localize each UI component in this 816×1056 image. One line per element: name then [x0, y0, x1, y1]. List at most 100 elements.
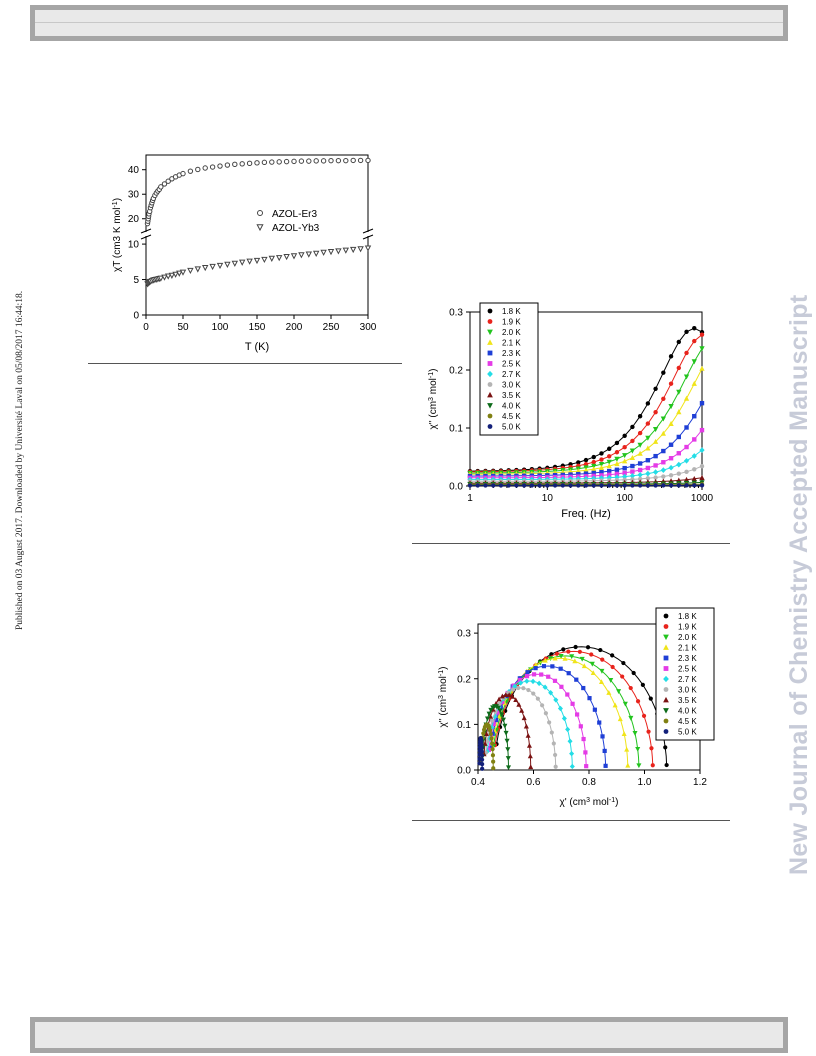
data-point-25K: [661, 460, 666, 465]
y-axis-label: χ'' (cm3 mol-1): [428, 369, 440, 430]
data-point-18K: [561, 647, 566, 652]
data-point-45K: [491, 759, 496, 764]
data-point-18K: [653, 386, 658, 391]
data-point-30K: [699, 463, 705, 469]
data-point-30K: [553, 764, 558, 769]
yb3-point: [357, 246, 364, 253]
data-point-30K: [521, 686, 526, 691]
legend-label: 2.7 K: [502, 370, 521, 379]
data-point-35K: [699, 474, 705, 480]
legend-marker: [487, 329, 493, 336]
x-tick-label: 100: [616, 493, 633, 504]
data-point-20K: [660, 416, 666, 422]
yb3-point: [231, 260, 239, 267]
data-point-21K: [691, 380, 697, 386]
legend-marker: [663, 729, 669, 734]
data-point-19K: [622, 444, 627, 450]
data-point-21K: [598, 464, 605, 470]
data-point-50K: [630, 483, 635, 488]
yb3-point: [312, 250, 320, 257]
data-point-21K: [542, 657, 548, 663]
x-tick-label: 10: [542, 493, 554, 504]
legend-label: 2.0 K: [502, 328, 521, 337]
data-point-40K: [505, 747, 511, 753]
yb3-point: [157, 275, 165, 282]
legend-marker: [487, 308, 493, 314]
data-point-23K: [645, 458, 651, 463]
data-point-19K: [668, 381, 674, 386]
label-part: -1: [112, 201, 119, 207]
data-point-50K: [479, 757, 485, 762]
data-point-21K: [668, 420, 674, 426]
yb3-point: [364, 245, 372, 252]
legend-marker: [663, 696, 669, 703]
data-point-30K: [653, 475, 658, 480]
data-point-23K: [597, 720, 602, 725]
legend-marker: [487, 370, 493, 378]
data-point-35K: [513, 697, 519, 703]
figure1-rule: [88, 363, 402, 364]
data-point-20K: [558, 654, 564, 659]
data-point-35K: [506, 692, 512, 698]
data-point-18K: [648, 696, 653, 701]
data-point-30K: [630, 477, 635, 482]
data-point-50K: [467, 483, 473, 488]
legend-marker: [663, 687, 669, 692]
data-point-18K: [610, 653, 615, 658]
data-point-25K: [500, 699, 505, 705]
legend-marker: [663, 655, 669, 661]
er3-point: [276, 159, 282, 165]
data-point-23K: [533, 666, 538, 671]
x-tick-label: 300: [360, 322, 377, 333]
data-point-20K: [683, 374, 690, 380]
data-point-19K: [628, 685, 633, 691]
data-point-25K: [583, 750, 588, 755]
yb3-point: [349, 246, 357, 254]
data-point-27K: [569, 763, 575, 770]
er3-point: [261, 159, 268, 166]
data-point-25K: [584, 764, 589, 769]
legend-marker: [487, 350, 493, 356]
legend-marker: [487, 382, 493, 387]
data-point-20K: [668, 404, 674, 410]
er3-point: [357, 157, 364, 164]
data-point-45K: [488, 728, 493, 733]
data-point-27K: [569, 750, 575, 757]
legend-yb3-label: AZOL-Yb3: [272, 223, 320, 234]
data-point-19K: [630, 438, 635, 444]
data-point-25K: [539, 672, 544, 677]
y-axis-label: χT (cm3 K mol-1): [112, 198, 124, 272]
data-point-35K: [499, 693, 505, 699]
data-point-27K: [591, 475, 597, 482]
x-tick-label: 0: [143, 322, 149, 333]
data-point-27K: [518, 680, 524, 686]
data-point-25K: [565, 692, 570, 697]
data-point-21K: [572, 658, 578, 664]
data-point-30K: [668, 473, 674, 478]
data-point-27K: [557, 705, 563, 712]
y-tick-label: 40: [128, 165, 140, 176]
er3-point: [195, 166, 201, 173]
yb3-point: [305, 251, 313, 258]
data-point-19K: [577, 649, 582, 654]
data-point-50K: [479, 742, 484, 747]
legend-label: 4.5 K: [678, 717, 697, 726]
yb3-point: [320, 249, 327, 256]
er3-point: [283, 158, 290, 165]
data-point-40K: [502, 723, 508, 729]
label-part: χT (cm: [112, 241, 123, 272]
data-point-45K: [488, 731, 493, 737]
data-point-23K: [541, 664, 547, 669]
label-part: ): [428, 369, 439, 372]
x-tick-label: 0.4: [471, 777, 485, 788]
data-point-25K: [645, 465, 651, 471]
data-point-21K: [606, 690, 612, 695]
yb3-point: [194, 266, 202, 273]
yb3-point: [168, 272, 176, 279]
data-point-20K: [569, 654, 575, 660]
x-axis-label: χ' (cm3 mol-1): [560, 797, 619, 809]
data-point-35K: [483, 731, 489, 736]
data-point-21K: [590, 670, 596, 676]
data-point-19K: [650, 763, 655, 768]
